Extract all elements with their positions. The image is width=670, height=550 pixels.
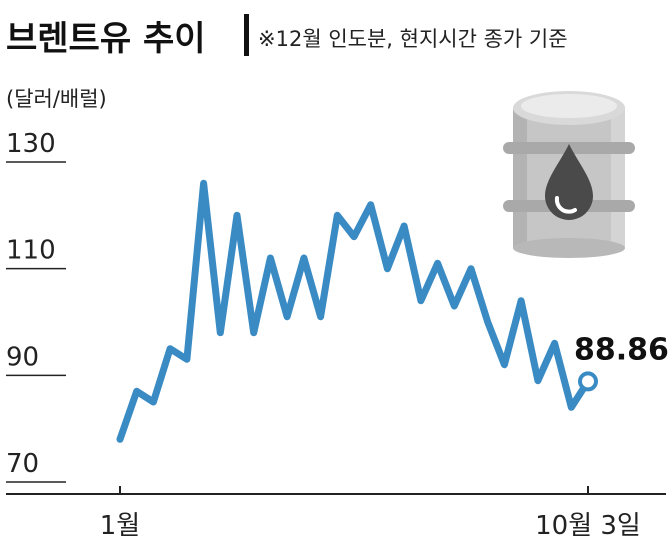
title-separator bbox=[244, 14, 249, 56]
y-tick-label: 110 bbox=[6, 236, 56, 266]
y-tick-label: 90 bbox=[6, 342, 39, 372]
last-value-label: 88.86 bbox=[574, 332, 669, 367]
series-line bbox=[116, 179, 592, 443]
chart-subtitle: ※12월 인도분, 현지시간 종가 기준 bbox=[258, 27, 568, 51]
x-tick-label: 1월 bbox=[100, 511, 140, 541]
y-tick-label: 70 bbox=[6, 449, 39, 479]
y-axis-ticks: 130 110 90 70 bbox=[6, 129, 66, 483]
y-tick-label: 130 bbox=[6, 129, 56, 159]
last-point-marker bbox=[578, 371, 598, 392]
x-tick-label: 10월 3일 bbox=[535, 511, 641, 541]
y-axis-label: (달러/배럴) bbox=[6, 87, 107, 111]
x-axis-ticks: 1월 10월 3일 bbox=[100, 486, 641, 541]
oil-barrel-icon bbox=[503, 91, 635, 258]
chart-title: 브렌트유 추이 bbox=[6, 19, 206, 59]
